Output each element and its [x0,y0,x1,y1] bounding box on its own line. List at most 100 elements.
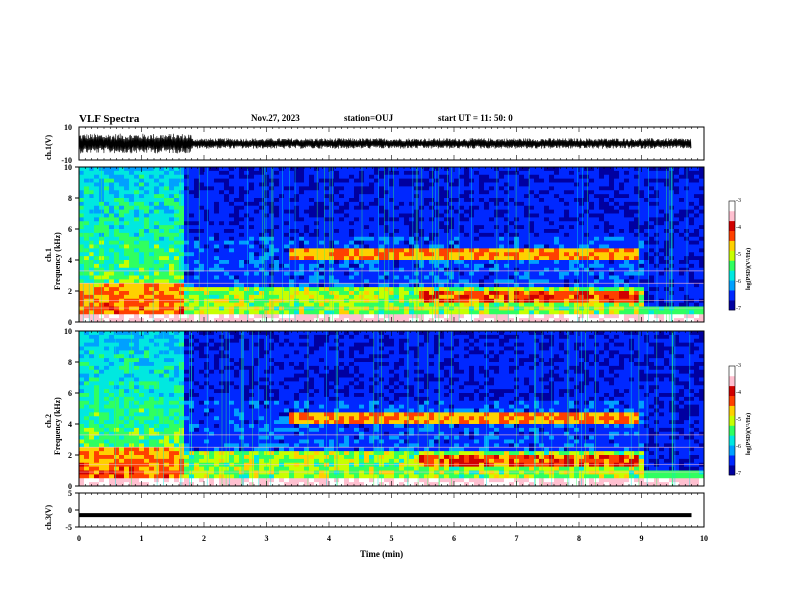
spectrogram-cell [364,232,370,238]
spectrogram-cell [139,279,145,284]
spectrogram-cell [564,198,570,203]
spectrogram-cell [154,291,160,296]
spectrogram-cell [184,306,190,311]
spectrogram-cell [394,194,400,199]
spectrogram-cell [599,294,605,300]
spectrogram-cell [154,287,160,292]
spectrogram-cell [609,236,615,242]
spectrogram-cell [604,314,610,319]
spectrogram-cell [574,318,580,323]
spectrogram-cell [114,201,120,207]
spectrogram-cell [424,225,430,230]
spectrogram-cell [639,244,645,249]
spectrogram-cell [344,263,350,269]
spectrogram-cell [619,271,625,276]
spectrogram-cell [394,244,400,249]
spectrogram-cell [309,229,315,234]
spectrogram-cell [454,213,460,218]
spectrogram-cell [134,174,140,180]
spectrogram-cell [224,232,230,238]
spectrogram-cell [204,279,210,284]
spectrogram-cell [609,279,615,284]
spectrogram-cell [469,182,475,187]
spectrogram-cell [519,248,525,253]
spectrogram-cell [694,213,700,218]
spectrogram-cell [259,198,265,203]
spectrogram-cell [289,306,295,311]
spectrogram-cell [304,310,310,315]
spectrogram-cell [634,271,640,276]
spectrogram-cell [119,314,125,319]
spectrogram-cell [639,271,645,276]
spectrogram-cell [219,201,225,207]
spectrogram-cell [339,267,345,273]
spectrogram-cell [529,240,535,245]
spectrogram-cell [349,306,355,311]
spectrogram-cell [309,279,315,284]
spectrogram-cell [314,170,320,176]
spectrogram-cell [129,225,135,230]
spectrogram-cell [499,291,505,296]
spectrogram-cell [244,294,250,300]
spectrogram-cell [249,201,255,207]
spectrogram-cell [614,170,620,176]
spectrogram-cell [239,225,245,230]
spectrogram-cell [639,306,645,311]
spectrogram-cell [114,271,120,276]
spectrogram-cell [414,170,420,176]
spectrogram-cell [94,283,100,288]
spectrogram-cell [149,205,155,211]
spectrogram-cell [239,205,245,211]
spectrogram-cell [274,302,280,307]
spectrogram-cell [199,275,205,280]
spectrogram-cell [349,194,355,199]
spectrogram-cell [129,209,135,214]
spectrogram-cell [499,256,505,261]
spectrogram-cell [549,283,555,288]
spectrogram-cell [184,302,190,307]
spectrogram-cell [439,314,445,319]
spectrogram-cell [489,287,495,292]
spectrogram-cell [364,291,370,296]
spectrogram-cell [114,167,120,172]
spectrogram-cell [404,240,410,245]
spectrogram-cell [159,236,165,242]
spectrogram-cell [139,306,145,311]
spectrogram-cell [414,283,420,288]
spectrogram-cell [499,263,505,269]
spectrogram-cell [209,232,215,238]
spectrogram-cell [439,198,445,203]
spectrogram-cell [429,271,435,276]
spectrogram-cell [94,287,100,292]
spectrogram-cell [199,190,205,195]
spectrogram-cell [379,294,385,300]
spectrogram-cell [379,306,385,311]
spectrogram-cell [454,178,460,183]
spectrogram-cell [469,240,475,245]
spectrogram-cell [159,244,165,249]
spectrogram-cell [324,190,330,195]
spectrogram-cell [434,205,440,211]
spectrogram-cell [564,174,570,180]
spectrogram-cell [374,302,380,307]
spectrogram-cell [404,279,410,284]
spectrogram-cell [204,182,210,187]
spectrogram-cell [594,310,600,315]
spectrogram-cell [609,267,615,273]
spectrogram-cell [374,263,380,269]
spectrogram-cell [529,209,535,214]
spectrogram-cell [389,232,395,238]
spectrogram-cell [229,263,235,269]
spectrogram-cell [219,186,225,191]
spectrogram-cell [689,240,695,245]
spectrogram-cell [699,170,705,176]
spectrogram-cell [84,209,90,214]
spectrogram-cell [614,252,620,257]
spectrogram-cell [124,225,130,230]
spectrogram-cell [319,240,325,245]
spectrogram-cell [279,306,285,311]
spectrogram-cell [454,252,460,257]
spectrogram-cell [249,318,255,323]
spectrogram-cell [259,275,265,280]
spectrogram-cell [529,225,535,230]
